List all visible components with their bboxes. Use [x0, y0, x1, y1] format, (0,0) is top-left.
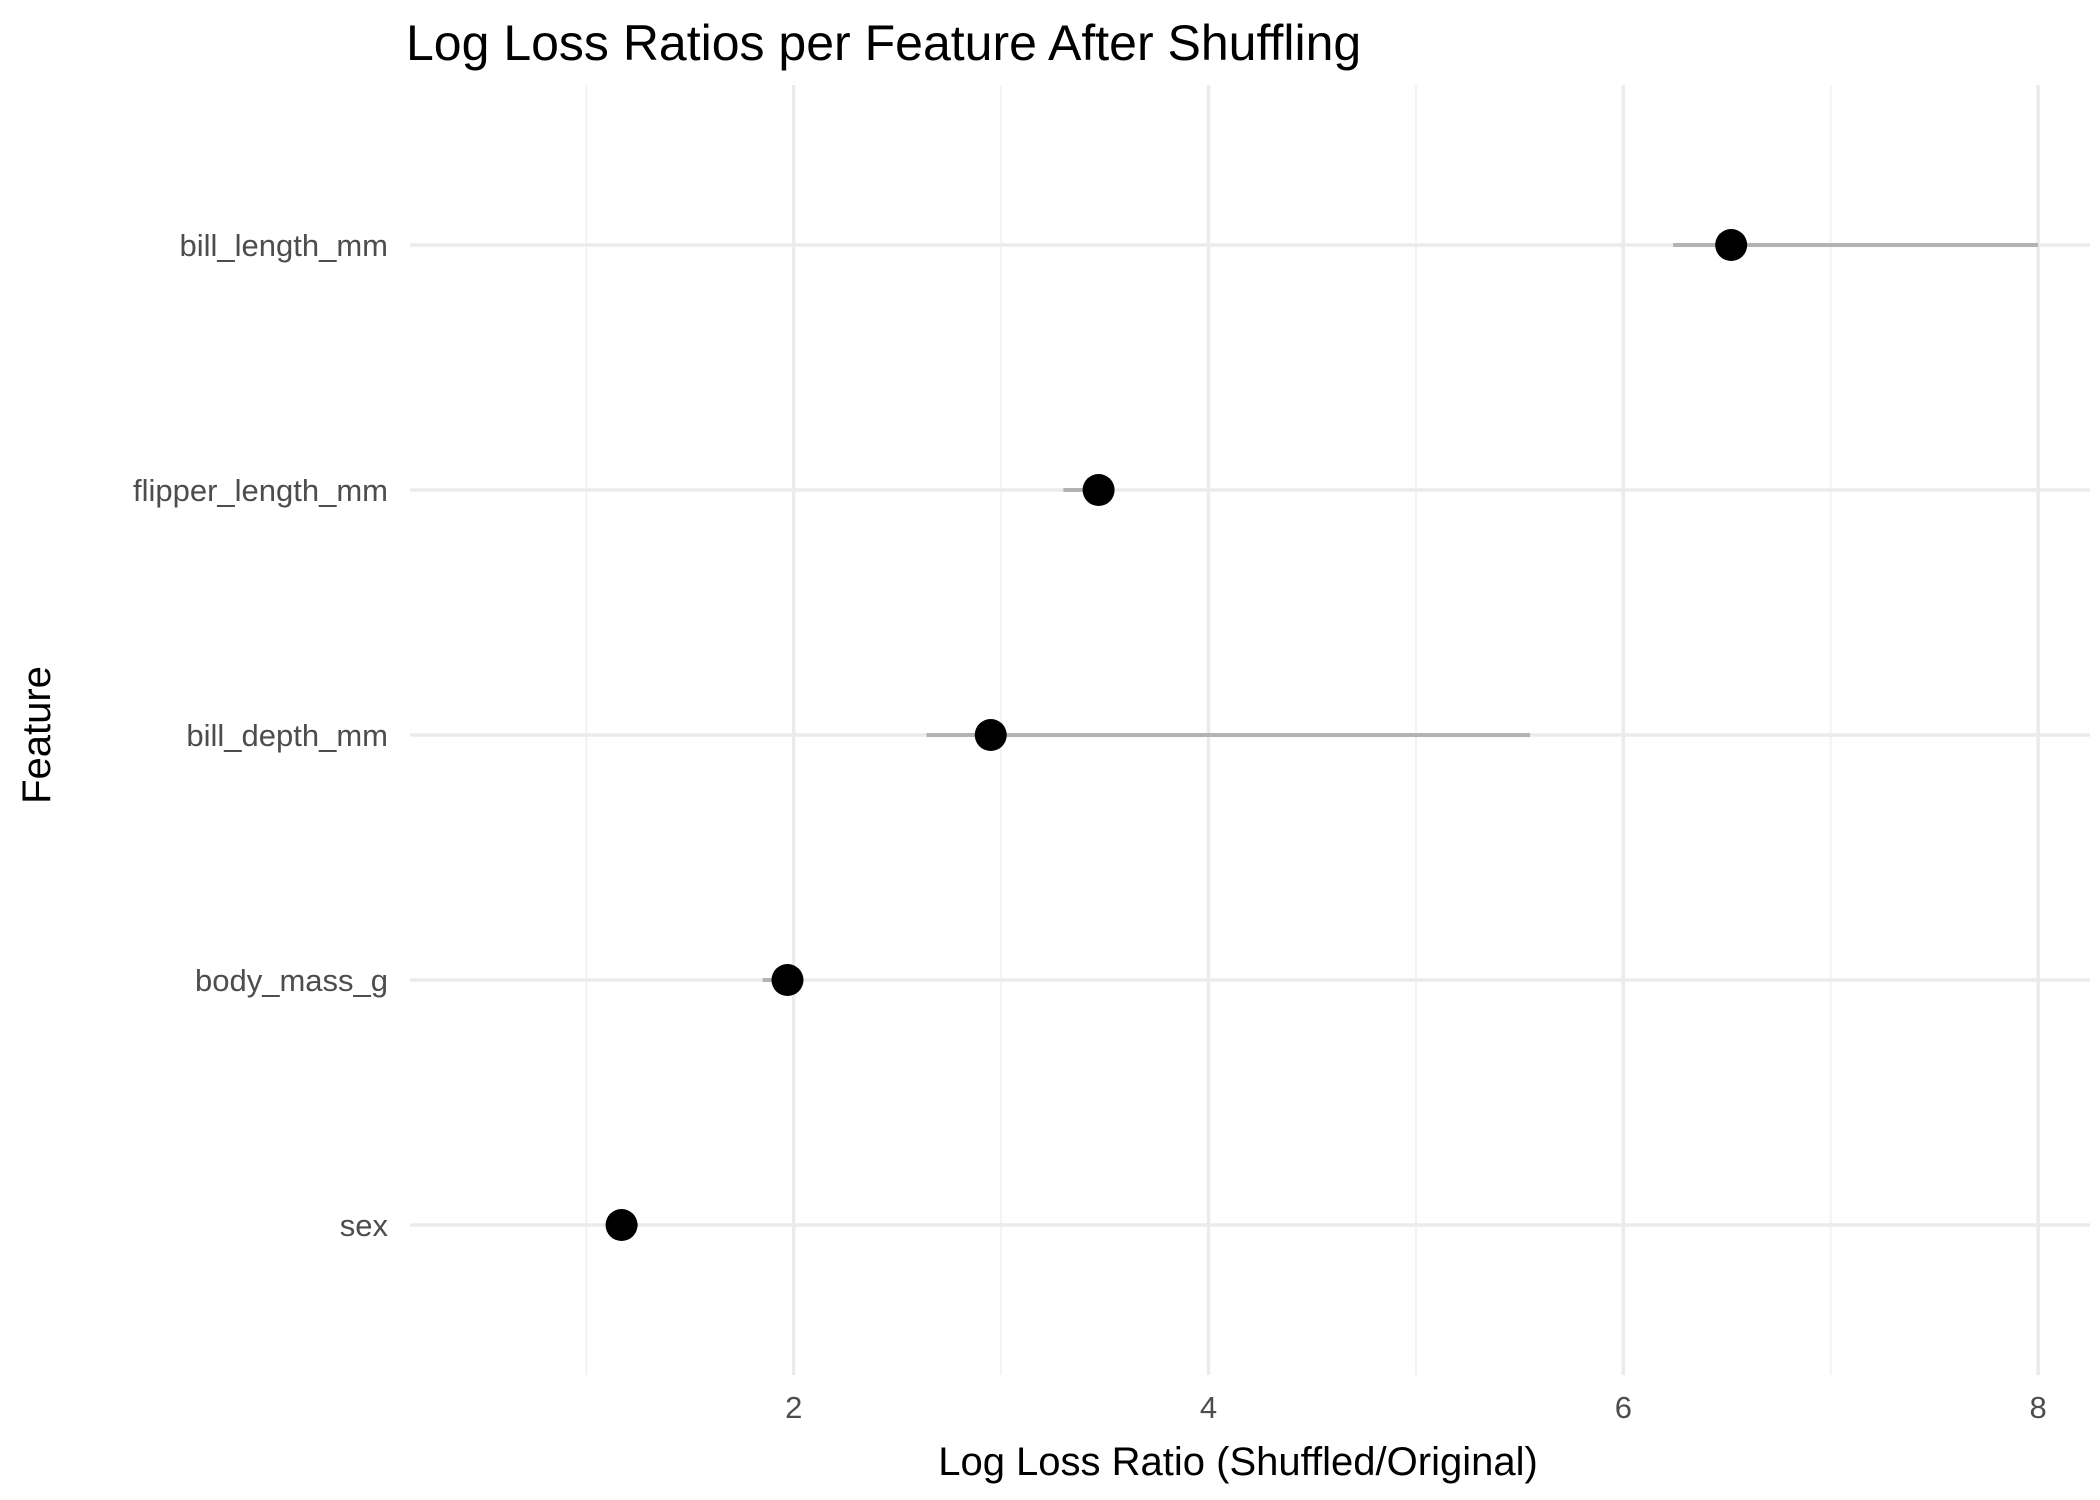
chart-title: Log Loss Ratios per Feature After Shuffl…: [406, 15, 1362, 71]
y-tick-label: bill_depth_mm: [186, 718, 388, 753]
y-tick-label: flipper_length_mm: [133, 473, 388, 508]
x-tick-label: 4: [1200, 1390, 1217, 1425]
y-tick-label: body_mass_g: [195, 963, 388, 998]
y-tick-labels: bill_length_mm flipper_length_mm bill_dept…: [133, 228, 389, 1243]
x-tick-label: 8: [2030, 1390, 2047, 1425]
y-axis-title: Feature: [15, 666, 59, 804]
point-bill_length_mm: [1715, 229, 1748, 261]
x-tick-label: 2: [785, 1390, 802, 1425]
point-flipper_length_mm: [1082, 474, 1115, 506]
point-sex: [605, 1209, 638, 1241]
point-body_mass_g: [771, 964, 804, 996]
grid-layer: [410, 85, 2090, 1375]
x-axis-title: Log Loss Ratio (Shuffled/Original): [938, 1440, 1538, 1484]
point-bill_depth_mm: [974, 719, 1007, 751]
y-tick-label: sex: [340, 1208, 389, 1243]
point-layer: [605, 229, 1748, 1241]
y-tick-label: bill_length_mm: [180, 228, 389, 263]
x-tick-labels: 2 4 6 8: [785, 1390, 2047, 1425]
x-tick-label: 6: [1615, 1390, 1632, 1425]
